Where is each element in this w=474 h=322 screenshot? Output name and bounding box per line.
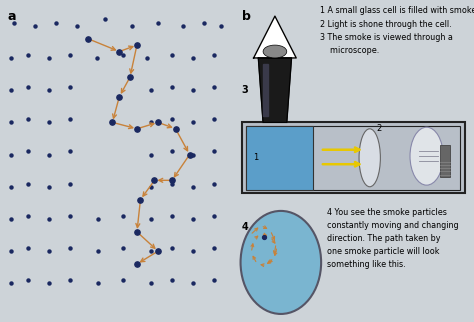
Text: 4 You see the smoke particles
constantly moving and changing
direction. The path: 4 You see the smoke particles constantly… — [327, 208, 459, 270]
Ellipse shape — [263, 45, 287, 58]
FancyBboxPatch shape — [439, 145, 450, 177]
Text: 2: 2 — [377, 124, 382, 133]
Text: 4: 4 — [242, 222, 248, 232]
FancyBboxPatch shape — [246, 126, 313, 190]
Ellipse shape — [410, 127, 443, 185]
Text: 3: 3 — [242, 85, 248, 95]
FancyBboxPatch shape — [242, 122, 465, 193]
Polygon shape — [254, 16, 296, 58]
FancyBboxPatch shape — [246, 126, 460, 190]
Text: a: a — [7, 10, 16, 23]
Ellipse shape — [240, 211, 321, 314]
Text: 1: 1 — [254, 153, 259, 162]
Text: 1 A small glass cell is filled with smoke.
2 Light is shone through the cell.
3 : 1 A small glass cell is filled with smok… — [320, 6, 474, 55]
Text: b: b — [242, 10, 251, 23]
Ellipse shape — [359, 129, 380, 187]
Polygon shape — [263, 64, 268, 116]
Polygon shape — [258, 58, 292, 122]
